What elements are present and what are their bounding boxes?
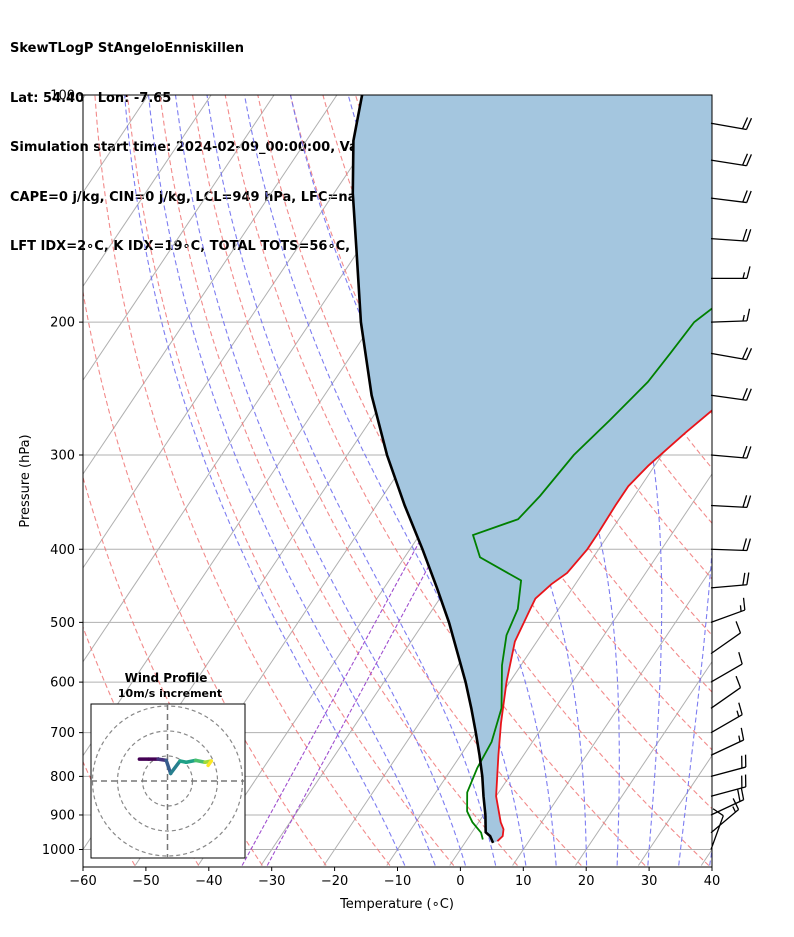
- hodograph-segment: [168, 759, 182, 776]
- dry-adiabat: [83, 288, 327, 866]
- wind-barb: [710, 702, 743, 734]
- cape-area: [352, 95, 712, 843]
- y-tick-label: 100: [50, 89, 75, 104]
- wind-barb: [711, 266, 751, 280]
- x-tick-label: −30: [258, 874, 285, 889]
- isotherm: [83, 95, 401, 569]
- isotherm: [83, 95, 212, 288]
- moist-adiabat: [206, 95, 497, 866]
- isotherm: [83, 95, 338, 475]
- moist-adiabat: [124, 95, 406, 866]
- y-tick-label: 300: [50, 448, 75, 463]
- isotherm: [449, 473, 712, 866]
- y-tick-label: 800: [50, 770, 75, 785]
- dry-adiabat: [126, 95, 455, 866]
- parcel-line: [351, 95, 495, 844]
- wind-barb: [710, 308, 751, 323]
- y-tick-label: 400: [50, 543, 75, 558]
- wind-barb: [710, 787, 745, 816]
- moist-adiabat: [174, 95, 466, 866]
- chart-title: SkewTLogP StAngeloEnniskillen: [10, 41, 244, 56]
- wind-barb: [710, 652, 743, 683]
- isotherm: [83, 95, 86, 100]
- y-tick-label: 700: [50, 726, 75, 741]
- wind-barb: [710, 675, 742, 709]
- wind-barb: [710, 153, 752, 167]
- dry-adiabat: [257, 95, 710, 866]
- x-tick-label: 10: [515, 874, 532, 889]
- x-tick-label: −10: [384, 874, 411, 889]
- wind-barb: [710, 347, 753, 361]
- y-tick-label: 200: [50, 316, 75, 331]
- moist-adiabat: [147, 95, 436, 866]
- x-tick-label: −20: [321, 874, 348, 889]
- wind-barb: [710, 190, 752, 204]
- y-tick-label: 1000: [42, 843, 75, 858]
- dry-adiabat: [747, 95, 794, 866]
- x-axis-label: Temperature (∘C): [339, 897, 454, 912]
- wind-barb: [710, 445, 752, 459]
- x-tick-label: 20: [578, 874, 595, 889]
- wind-barb: [710, 495, 752, 509]
- hodograph-segment: [164, 758, 173, 776]
- wind-barb: [710, 228, 752, 242]
- x-tick-label: 40: [704, 874, 721, 889]
- wind-barb: [710, 774, 747, 797]
- wind-barb: [710, 727, 745, 756]
- dry-adiabat: [192, 95, 582, 866]
- moist-adiabat: [243, 95, 527, 866]
- wind-barb: [710, 538, 752, 552]
- wind-barb: [710, 387, 752, 401]
- isotherm: [700, 848, 712, 866]
- dewpoint-line: [466, 307, 712, 840]
- y-tick-label: 600: [50, 676, 75, 691]
- isotherm: [512, 566, 712, 866]
- hodograph-body: [91, 704, 245, 858]
- wind-barb: [710, 621, 742, 655]
- isotherm: [575, 660, 712, 866]
- hodograph-ring: [116, 730, 219, 832]
- y-axis-label: Pressure (hPa): [18, 434, 33, 527]
- y-tick-label: 500: [50, 616, 75, 631]
- location-line: Lat: 54.40 Lon: -7.65: [10, 90, 172, 106]
- x-tick-label: −60: [69, 874, 96, 889]
- x-tick-label: −40: [195, 874, 222, 889]
- hodograph-title: Wind Profile: [125, 671, 208, 685]
- dry-adiabat: [94, 95, 391, 866]
- x-tick-label: −50: [132, 874, 159, 889]
- hodograph-subtitle: 10m/s increment: [118, 687, 222, 700]
- hodograph-segment: [206, 759, 213, 768]
- x-tick-label: 0: [456, 874, 464, 889]
- dry-adiabat: [83, 475, 263, 866]
- wind-barb: [710, 117, 753, 131]
- y-tick-label: 900: [50, 808, 75, 823]
- dry-adiabat: [289, 95, 712, 810]
- wind-barb: [710, 754, 747, 778]
- isotherm: [386, 379, 712, 866]
- wind-barb: [710, 572, 750, 589]
- isotherm: [83, 95, 275, 381]
- temperature-line: [495, 409, 712, 842]
- wind-barb: [710, 597, 746, 623]
- dry-adiabat: [714, 95, 794, 866]
- x-tick-label: 30: [641, 874, 658, 889]
- wind-barb: [710, 808, 724, 850]
- dry-adiabat: [159, 95, 518, 866]
